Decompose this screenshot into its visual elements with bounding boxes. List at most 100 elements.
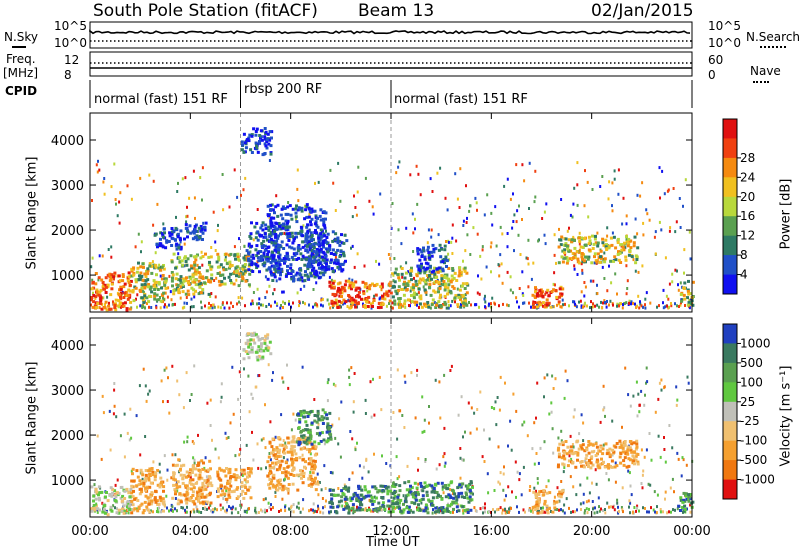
power-cell (572, 256, 576, 260)
velocity-cell (352, 493, 356, 497)
power-cell (194, 258, 198, 262)
power-pixel (414, 227, 416, 231)
velocity-cell (264, 334, 268, 338)
power-pixel (192, 169, 195, 173)
velocity-pixel (548, 412, 551, 416)
power-cell (247, 242, 251, 246)
velocity-cell (272, 473, 276, 477)
velocity-cell (243, 484, 247, 488)
velocity-cell (147, 478, 151, 482)
velocity-cell (313, 463, 317, 467)
velocity-pixel (547, 479, 550, 483)
power-cell (290, 231, 294, 235)
power-pixel (283, 231, 286, 235)
power-pixel (458, 206, 461, 209)
power-cell (128, 307, 132, 311)
velocity-pixel (184, 508, 186, 512)
power-cell (330, 286, 334, 290)
power-cell (266, 252, 270, 256)
power-pixel (517, 233, 520, 237)
power-pixel (634, 269, 637, 273)
power-cell (138, 288, 142, 292)
power-cell (124, 290, 128, 294)
velocity-pixel (112, 504, 115, 508)
power-pixel (611, 209, 614, 213)
velocity-pixel (676, 398, 679, 402)
velocity-cell (357, 506, 361, 510)
power-cell (536, 305, 539, 309)
velocity-cell (421, 489, 425, 493)
power-cell (265, 255, 269, 259)
velocity-pixel (398, 475, 401, 479)
power-cell (146, 272, 150, 276)
velocity-cell (464, 491, 468, 495)
velocity-cell (148, 467, 152, 471)
power-cell (331, 270, 335, 274)
velocity-pixel (597, 496, 600, 500)
power-pixel (280, 304, 282, 307)
power-cell (223, 258, 227, 262)
velocity-cell (539, 511, 543, 515)
velocity-cell (379, 505, 383, 509)
power-pixel (460, 303, 462, 306)
velocity-cell (411, 510, 415, 514)
power-cell (326, 232, 330, 236)
velocity-cell (449, 496, 453, 499)
power-cell (394, 289, 398, 293)
velocity-cell (247, 472, 251, 476)
velocity-pixel (530, 509, 532, 513)
cpid-segment-2: rbsp 200 RF (244, 82, 323, 97)
power-cell (463, 266, 467, 270)
power-cell (199, 291, 203, 295)
velocity-pixel (416, 373, 418, 377)
power-pixel (91, 256, 94, 260)
power-cell (110, 287, 114, 291)
power-cell (160, 265, 164, 269)
velocity-cell (545, 504, 549, 508)
power-pixel (528, 207, 530, 210)
velocity-cell (155, 499, 159, 503)
power-cell (287, 225, 291, 229)
velocity-pixel (272, 506, 274, 510)
velocity-cell (328, 411, 332, 415)
power-cell (580, 255, 584, 259)
velocity-cell (181, 481, 185, 485)
velocity-cell (291, 460, 295, 464)
velocity-pixel (348, 368, 351, 372)
power-cell (269, 216, 273, 220)
velocity-cell (145, 486, 149, 490)
power-cell (612, 259, 615, 263)
power-cell (616, 253, 620, 256)
velocity-pixel (546, 373, 549, 377)
velocity-pixel (652, 508, 655, 512)
power-cell (596, 252, 600, 256)
power-pixel (425, 292, 428, 296)
power-pixel (676, 304, 678, 308)
power-cell (253, 225, 257, 229)
power-pixel (674, 268, 677, 272)
velocity-cell (109, 508, 113, 512)
velocity-cell (144, 473, 148, 477)
power-pixel (544, 292, 547, 296)
power-cell (288, 204, 292, 208)
power-cell (438, 296, 442, 300)
velocity-cell (115, 491, 119, 495)
velocity-pixel (341, 504, 344, 508)
power-pixel (431, 190, 434, 193)
power-pixel (614, 272, 617, 276)
power-cell (534, 290, 537, 294)
power-pixel (589, 306, 591, 310)
power-cell (331, 230, 335, 234)
velocity-cell (254, 350, 258, 354)
velocity-cell (359, 493, 363, 497)
power-pixel (236, 195, 239, 199)
power-cell (691, 280, 695, 284)
power-cell (420, 255, 424, 258)
power-cell (436, 270, 440, 274)
power-cell (122, 296, 126, 299)
velocity-pixel (617, 511, 620, 515)
velocity-cell (235, 475, 239, 479)
power-pixel (515, 163, 518, 167)
velocity-cell (272, 484, 275, 488)
velocity-pixel (602, 408, 605, 412)
